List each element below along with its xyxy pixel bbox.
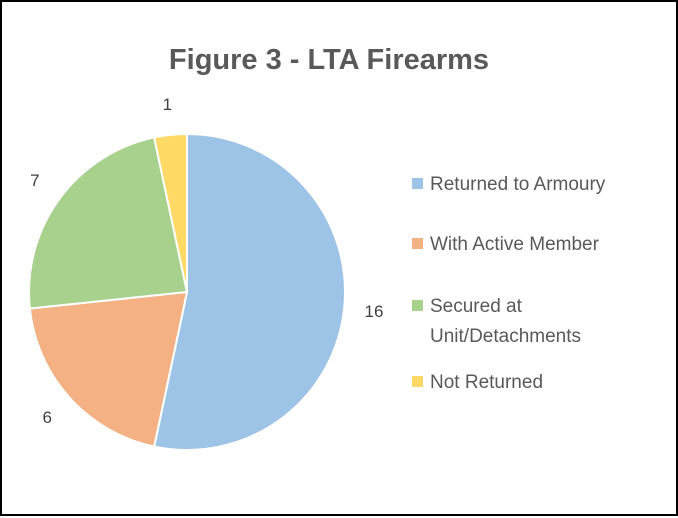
legend-item-with-active-member: With Active Member — [412, 230, 652, 260]
pie-slice-returned-to-armoury — [152, 132, 346, 451]
legend-label: With Active Member — [430, 234, 599, 255]
legend-swatch — [412, 178, 423, 189]
pie-slice-not-returned — [152, 132, 188, 293]
legend-item-secured-at-unit: Secured at Unit/Detachments — [412, 292, 652, 352]
legend-swatch — [412, 376, 423, 387]
data-label-with-active-member: 6 — [42, 407, 53, 427]
legend-label: Not Returned — [430, 372, 544, 393]
chart-title: Figure 3 - LTA Firearms — [168, 44, 490, 76]
data-label-not-returned: 1 — [162, 95, 173, 115]
legend-swatch — [412, 300, 423, 311]
pie-slice-secured-at-unit — [28, 136, 189, 310]
legend-swatch — [412, 238, 423, 249]
pie-slice-with-active-member — [28, 290, 189, 448]
legend-item-not-returned: Not Returned — [412, 368, 652, 398]
legend-label: Secured at Unit/Detachments — [430, 296, 582, 347]
data-label-returned-to-armoury: 16 — [364, 301, 384, 321]
data-label-secured-at-unit: 7 — [30, 171, 40, 191]
legend-item-returned-to-armoury: Returned to Armoury — [412, 170, 652, 200]
legend-label: Returned to Armoury — [430, 174, 606, 195]
